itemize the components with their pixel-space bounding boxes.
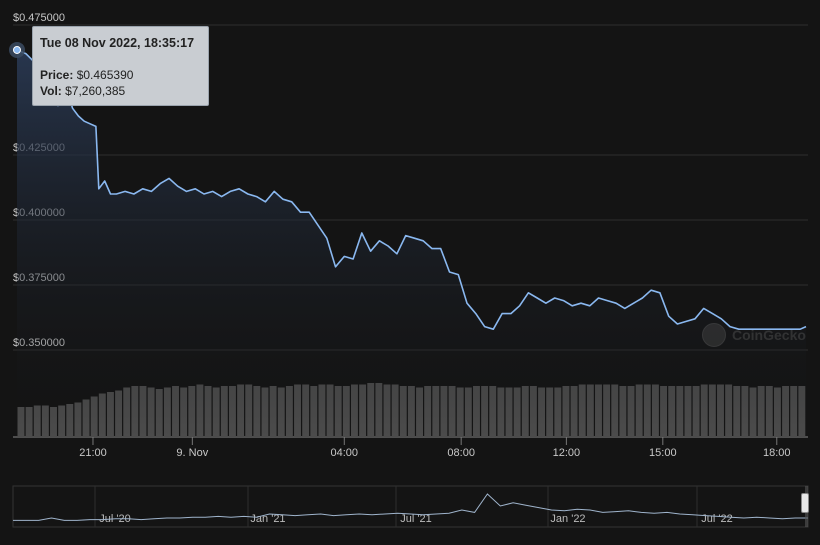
coingecko-logo-icon [702, 323, 726, 347]
price-line [16, 49, 807, 330]
navigator-handle[interactable] [801, 493, 809, 513]
x-tick-label: 12:00 [553, 447, 581, 459]
x-tick-label: 18:00 [763, 447, 791, 459]
watermark: CoinGecko [702, 322, 806, 348]
watermark-text: CoinGecko [732, 327, 806, 343]
tooltip: Tue 08 Nov 2022, 18:35:17 Price: $0.4653… [32, 26, 209, 106]
x-tick-label: 04:00 [331, 447, 359, 459]
navigator-label: Jan '22 [550, 513, 585, 525]
y-tick-label: $0.475000 [13, 12, 65, 24]
price-area [17, 50, 806, 437]
navigator-label: Jan '21 [250, 513, 285, 525]
hover-marker [13, 45, 21, 54]
tooltip-vol-label: Vol: [40, 84, 62, 98]
x-tick-label: 21:00 [79, 447, 107, 459]
x-tick-label: 15:00 [649, 447, 677, 459]
tooltip-price-value: $0.465390 [76, 68, 134, 82]
navigator-label: Jul '22 [701, 513, 732, 525]
tooltip-vol-value: $7,260,385 [65, 84, 126, 98]
tooltip-price-label: Price: [40, 68, 74, 82]
navigator-line [13, 493, 808, 521]
x-tick-label: 08:00 [447, 447, 475, 459]
navigator-label: Jul '21 [400, 513, 431, 525]
x-tick-label: 9. Nov [176, 447, 208, 459]
tooltip-date: Tue 08 Nov 2022, 18:35:17 [40, 36, 195, 50]
